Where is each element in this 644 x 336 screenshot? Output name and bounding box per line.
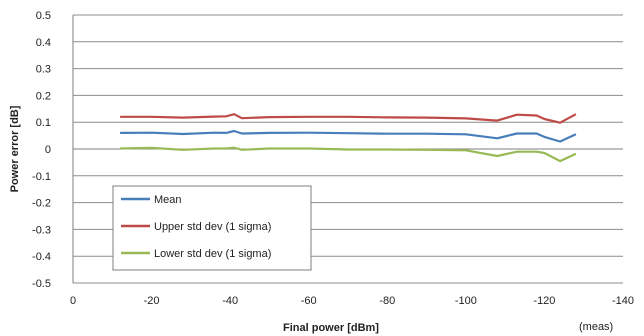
x-tick-label: -60 xyxy=(301,295,317,307)
y-tick-label: 0.3 xyxy=(36,64,51,76)
y-axis-title: Power error [dB] xyxy=(9,105,21,192)
series-line-2 xyxy=(120,113,577,124)
x-axis-title: Final power [dBm] xyxy=(283,322,379,334)
x-tick-label: -140 xyxy=(612,295,634,307)
x-tick-label: -20 xyxy=(144,295,160,307)
x-tick-label: -40 xyxy=(222,295,238,307)
y-tick-label: 0 xyxy=(45,144,51,156)
y-tick-label: -0.3 xyxy=(32,224,51,236)
x-tick-label: -80 xyxy=(379,295,395,307)
legend: Mean Upper std dev (1 sigma) Lower std dev… xyxy=(112,185,312,271)
x-tick-label: 0 xyxy=(70,295,76,307)
y-tick-label: 0.4 xyxy=(36,37,51,49)
y-tick-label: -0.5 xyxy=(32,278,51,290)
y-tick-label: 0.2 xyxy=(36,90,51,102)
legend-label-2: Upper std dev (1 sigma) xyxy=(154,221,271,233)
series-line-1 xyxy=(120,129,577,143)
x-tick-labels: 0 -20 -40 -60 -80 -100 -120 -140 xyxy=(70,295,634,307)
y-tick-labels: 0.5 0.4 0.3 0.2 0.1 0 -0.1 -0.2 -0.3 -0.4 -0.5 xyxy=(32,10,51,290)
y-tick-label: -0.4 xyxy=(32,251,51,263)
y-tick-label: -0.1 xyxy=(32,171,51,183)
legend-label-3: Lower std dev (1 sigma) xyxy=(154,248,271,260)
meas-note: (meas) xyxy=(579,321,613,333)
series-lines xyxy=(120,113,577,163)
x-tick-label: -120 xyxy=(533,295,555,307)
y-tick-label: 0.1 xyxy=(36,117,51,129)
y-tick-label: -0.2 xyxy=(32,198,51,210)
legend-label-1: Mean xyxy=(154,194,182,206)
series-line-3 xyxy=(120,146,577,163)
y-tick-label: 0.5 xyxy=(36,10,51,22)
x-tick-label: -100 xyxy=(455,295,477,307)
